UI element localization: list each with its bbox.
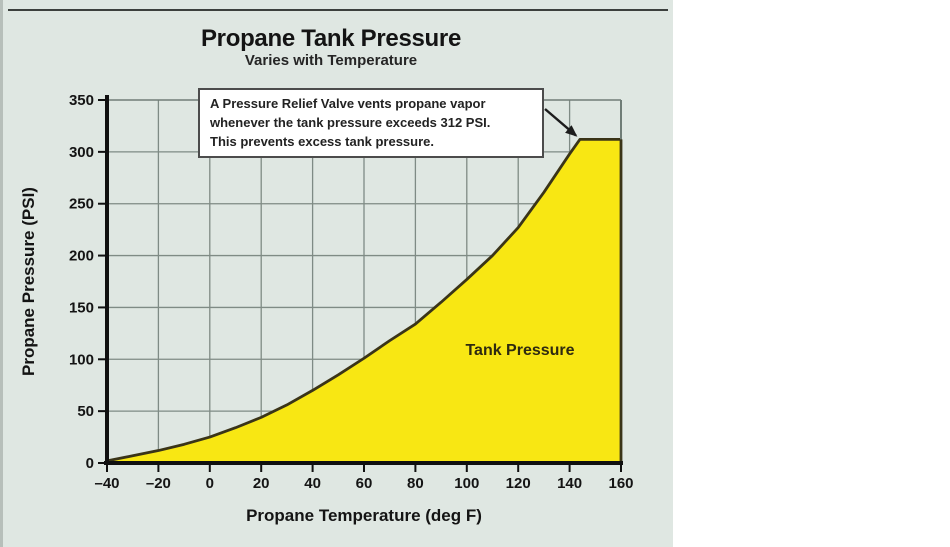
x-tick-label: –20 xyxy=(146,475,171,492)
x-tick-label: 100 xyxy=(454,475,479,492)
top-rule-line xyxy=(8,9,668,11)
x-tick-label: 120 xyxy=(506,475,531,492)
x-tick-label: 80 xyxy=(407,475,424,492)
annotation-arrow xyxy=(544,108,578,137)
y-tick-label: 300 xyxy=(69,144,94,161)
annotation-line: A Pressure Relief Valve vents propane va… xyxy=(210,96,486,111)
y-tick-label: 250 xyxy=(69,196,94,213)
x-tick-label: 60 xyxy=(356,475,373,492)
left-edge-strip xyxy=(0,0,3,547)
y-tick-label: 150 xyxy=(69,299,94,316)
relief-valve-annotation-box: A Pressure Relief Valve vents propane va… xyxy=(198,88,544,158)
y-tick-label: 350 xyxy=(69,92,94,109)
y-tick-label: 100 xyxy=(69,351,94,368)
tank-pressure-area xyxy=(107,139,621,463)
x-tick-label: –40 xyxy=(94,475,119,492)
x-axis-label: Propane Temperature (deg F) xyxy=(246,506,482,525)
annotation-line: whenever the tank pressure exceeds 312 P… xyxy=(210,115,491,130)
chart-title: Propane Tank Pressure xyxy=(200,25,462,52)
chart-subtitle: Varies with Temperature xyxy=(244,52,418,69)
x-tick-label: 160 xyxy=(608,475,633,492)
tank-pressure-curve xyxy=(106,138,621,463)
x-tick-label: 140 xyxy=(557,475,582,492)
y-tick-label: 0 xyxy=(86,455,94,472)
y-tick-label: 50 xyxy=(77,403,94,420)
y-axis-label: Propane Pressure (PSI) xyxy=(19,187,38,376)
tank-pressure-area-label: Tank Pressure xyxy=(465,342,575,359)
y-tick-label: 200 xyxy=(69,248,94,265)
x-tick-label: 20 xyxy=(253,475,270,492)
x-tick-label: 0 xyxy=(206,475,214,492)
x-tick-label: 40 xyxy=(304,475,321,492)
annotation-line: This prevents excess tank pressure. xyxy=(210,134,435,149)
